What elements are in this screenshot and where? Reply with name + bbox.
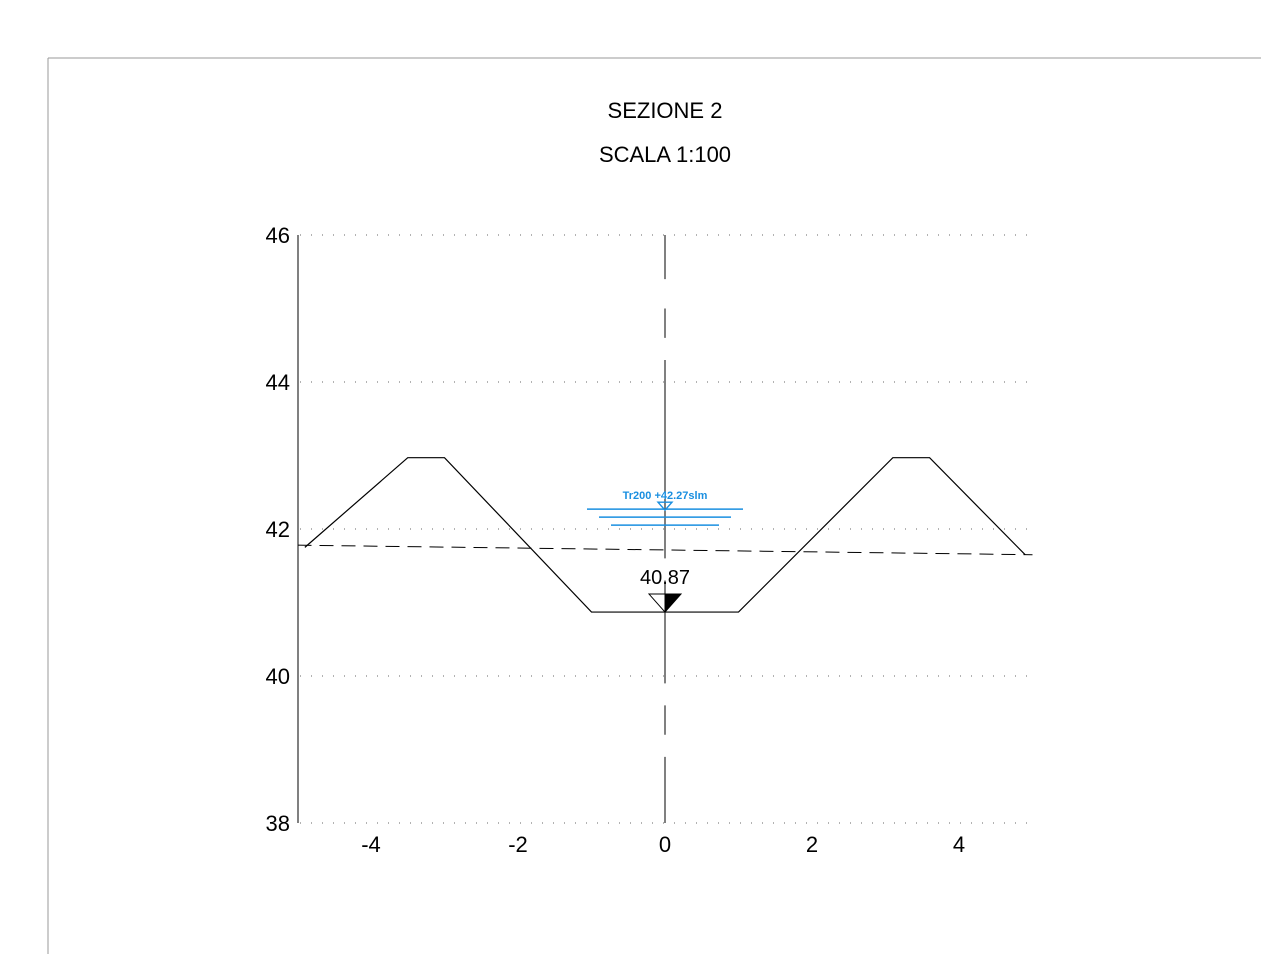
tick-labels: 46 44 42 40 38 -4 -2 0 2 4 xyxy=(266,223,966,857)
y-tick-label: 40 xyxy=(266,664,290,689)
x-tick-label: 0 xyxy=(659,832,671,857)
thalweg-marker-right xyxy=(664,593,683,614)
y-tick-label: 46 xyxy=(266,223,290,248)
x-tick-label: 2 xyxy=(806,832,818,857)
x-tick-label: 4 xyxy=(953,832,965,857)
x-tick-label: -2 xyxy=(508,832,528,857)
profile xyxy=(297,235,1033,823)
y-tick-label: 44 xyxy=(266,370,290,395)
y-tick-label: 38 xyxy=(266,811,290,836)
y-tick-label: 42 xyxy=(266,517,290,542)
grid xyxy=(300,234,1035,824)
thalweg-marker-left xyxy=(647,593,666,614)
markers: 40.87 Tr200 +42.27slm xyxy=(587,490,743,614)
x-tick-label: -4 xyxy=(361,832,381,857)
water-level-label: Tr200 +42.27slm xyxy=(623,490,708,502)
section-title: SEZIONE 2 xyxy=(608,98,723,123)
water-level-triangle xyxy=(656,501,674,512)
reference-line xyxy=(297,544,1033,556)
scale-label: SCALA 1:100 xyxy=(599,142,731,167)
thalweg-elevation-label: 40.87 xyxy=(640,567,690,589)
